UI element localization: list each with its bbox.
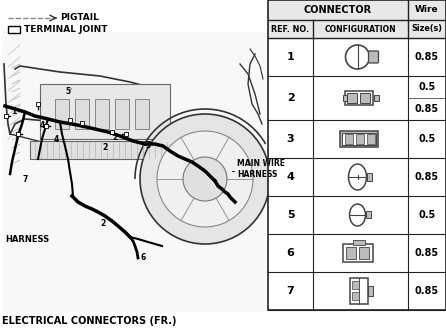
- Bar: [373, 95, 379, 101]
- Text: 5: 5: [66, 88, 70, 97]
- Bar: [124, 132, 128, 136]
- Bar: [268, 0, 446, 310]
- Bar: [351, 292, 359, 300]
- Text: 6: 6: [287, 248, 294, 258]
- Bar: [351, 281, 359, 289]
- Bar: [347, 93, 356, 103]
- Bar: [40, 84, 170, 139]
- Bar: [339, 131, 377, 147]
- Text: ELECTRICAL CONNECTORS (FR.): ELECTRICAL CONNECTORS (FR.): [2, 316, 177, 326]
- Bar: [268, 0, 446, 310]
- Bar: [4, 114, 8, 118]
- Bar: [8, 26, 20, 33]
- Bar: [346, 247, 355, 259]
- Bar: [342, 133, 376, 145]
- Text: CONNECTOR: CONNECTOR: [304, 5, 372, 15]
- Text: 7: 7: [287, 286, 294, 296]
- Bar: [55, 99, 69, 129]
- Text: 1: 1: [12, 107, 17, 116]
- Text: 4: 4: [287, 172, 294, 182]
- Text: 1: 1: [287, 52, 294, 62]
- Bar: [44, 124, 48, 128]
- Bar: [367, 134, 375, 144]
- Text: 0.85: 0.85: [415, 248, 439, 258]
- Bar: [36, 102, 40, 106]
- Text: 3: 3: [287, 134, 294, 144]
- Text: CONFIGURATION: CONFIGURATION: [325, 24, 396, 33]
- Text: 6: 6: [140, 254, 146, 263]
- Text: 0.85: 0.85: [415, 52, 439, 62]
- Bar: [344, 134, 352, 144]
- Text: 0.85: 0.85: [415, 286, 439, 296]
- Bar: [110, 130, 114, 134]
- Bar: [366, 211, 371, 218]
- Text: CMS: CMS: [149, 144, 171, 154]
- Bar: [30, 141, 180, 159]
- Text: Wire: Wire: [415, 5, 439, 14]
- Bar: [367, 173, 372, 181]
- Circle shape: [140, 114, 270, 244]
- Text: PIGTAIL: PIGTAIL: [60, 13, 99, 22]
- Bar: [68, 118, 72, 122]
- Bar: [343, 244, 372, 262]
- Text: 3: 3: [145, 142, 151, 151]
- Text: 2: 2: [103, 144, 107, 153]
- Bar: [2, 32, 266, 312]
- Bar: [16, 132, 20, 136]
- Bar: [115, 99, 129, 129]
- Text: 5: 5: [287, 210, 294, 220]
- Bar: [135, 99, 149, 129]
- Text: TERMINAL JOINT: TERMINAL JOINT: [24, 25, 107, 34]
- Bar: [368, 286, 372, 296]
- Circle shape: [157, 131, 253, 227]
- Text: 0.5: 0.5: [418, 210, 436, 220]
- Text: 4: 4: [54, 135, 58, 144]
- Text: Size(s): Size(s): [412, 24, 442, 33]
- Text: 2: 2: [287, 93, 294, 103]
- Bar: [359, 247, 368, 259]
- Text: 4: 4: [39, 122, 45, 131]
- Text: 2: 2: [112, 134, 118, 143]
- Text: 7: 7: [22, 174, 28, 183]
- Text: 0.5: 0.5: [418, 134, 436, 144]
- Bar: [352, 240, 364, 245]
- Ellipse shape: [348, 164, 367, 190]
- Bar: [355, 134, 363, 144]
- Text: REF. NO.: REF. NO.: [272, 24, 310, 33]
- Ellipse shape: [350, 204, 366, 226]
- Text: 2: 2: [100, 219, 106, 228]
- Bar: [344, 91, 372, 105]
- Bar: [343, 95, 347, 101]
- Circle shape: [346, 45, 369, 69]
- FancyBboxPatch shape: [368, 51, 379, 63]
- Bar: [80, 121, 84, 125]
- Text: 0.5: 0.5: [418, 82, 436, 92]
- Text: 0.85: 0.85: [415, 104, 439, 114]
- Circle shape: [183, 157, 227, 201]
- Text: HARNESS: HARNESS: [5, 234, 49, 243]
- Text: MAIN WIRE
HARNESS: MAIN WIRE HARNESS: [237, 159, 285, 179]
- Bar: [75, 99, 89, 129]
- Text: 0.85: 0.85: [415, 172, 439, 182]
- Bar: [350, 278, 368, 304]
- Bar: [359, 93, 369, 103]
- Bar: [95, 99, 109, 129]
